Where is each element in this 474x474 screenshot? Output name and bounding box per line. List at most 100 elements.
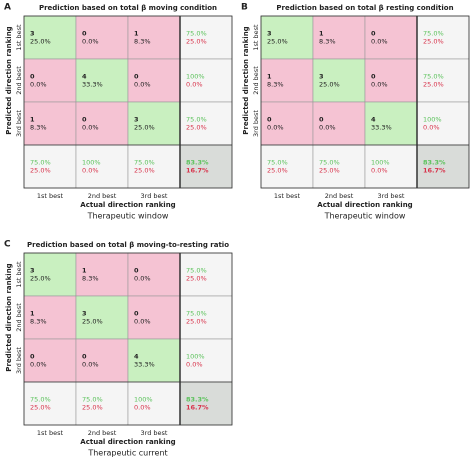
summary-wrong: 25.0% [267,167,288,175]
summary-wrong: 16.7% [186,404,209,412]
x-tick-label: 2nd best [88,429,117,437]
cell-percent: 8.3% [267,81,284,89]
cell-count: 1 [319,30,324,38]
matrix-cell [260,101,314,146]
cell-percent: 25.0% [82,318,103,326]
summary-wrong: 25.0% [186,318,207,326]
matrix-cell [179,338,233,383]
cell-count: 1 [30,310,35,318]
cell-count: 3 [267,30,272,38]
summary-wrong: 25.0% [423,38,444,46]
summary-correct: 83.3% [423,159,446,167]
summary-wrong: 0.0% [186,81,203,89]
matrix-cell [179,15,233,60]
cell-count: 0 [30,73,35,81]
cell-count: 3 [30,267,35,275]
summary-wrong: 25.0% [134,167,155,175]
summary-correct: 100% [134,396,153,404]
summary-wrong: 25.0% [30,167,51,175]
cell-percent: 0.0% [371,38,388,46]
x-tick-label: 1st best [37,192,64,200]
cell-percent: 0.0% [30,361,47,369]
matrix-cell [23,144,77,189]
summary-wrong: 25.0% [186,124,207,132]
summary-wrong: 0.0% [186,361,203,369]
y-tick-label: 1st best [15,261,23,288]
cell-count: 3 [319,73,324,81]
matrix-cell [75,252,129,297]
x-tick-label: 3rd best [141,192,168,200]
cell-percent: 8.3% [82,275,99,283]
x-tick-label: 2nd best [325,192,354,200]
cell-percent: 0.0% [319,124,336,132]
cell-count: 1 [134,30,139,38]
matrix-cell [23,58,77,103]
matrix-cell [127,381,181,426]
panel-caption: Therapeutic current [87,449,167,458]
cell-percent: 33.3% [134,361,155,369]
y-tick-label: 2nd best [252,66,260,95]
summary-wrong: 25.0% [30,404,51,412]
matrix-cell [75,101,129,146]
cell-count: 1 [82,267,87,275]
matrix-cell [75,15,129,60]
y-axis-label: Predicted direction ranking [5,263,13,371]
cell-percent: 33.3% [371,124,392,132]
matrix-cell [364,15,418,60]
summary-wrong: 16.7% [423,167,446,175]
cell-count: 0 [134,310,139,318]
summary-correct: 100% [82,159,101,167]
cell-percent: 8.3% [134,38,151,46]
cell-count: 4 [134,353,139,361]
summary-correct: 75.0% [186,30,207,38]
cell-percent: 0.0% [134,275,151,283]
matrix-cell [416,58,470,103]
cell-percent: 8.3% [30,318,47,326]
matrix-cell [312,101,366,146]
summary-correct: 100% [186,353,205,361]
summary-correct: 100% [186,73,205,81]
summary-wrong: 25.0% [319,167,340,175]
cell-percent: 25.0% [30,38,51,46]
cell-count: 3 [134,116,139,124]
cell-count: 0 [371,73,376,81]
matrix-cell [23,381,77,426]
summary-correct: 75.0% [82,396,103,404]
summary-wrong: 0.0% [82,167,99,175]
cell-count: 0 [371,30,376,38]
y-tick-label: 1st best [252,24,260,51]
summary-correct: 75.0% [186,116,207,124]
cell-percent: 0.0% [267,124,284,132]
summary-correct: 100% [371,159,390,167]
y-axis-label: Predicted direction ranking [242,26,250,134]
cell-count: 0 [319,116,324,124]
cell-count: 0 [134,73,139,81]
matrix-cell [75,58,129,103]
cell-count: 1 [267,73,272,81]
panel-caption: Therapeutic window [87,212,169,221]
summary-correct: 75.0% [423,30,444,38]
cell-percent: 25.0% [267,38,288,46]
matrix-cell [127,338,181,383]
summary-wrong: 16.7% [186,167,209,175]
cell-percent: 0.0% [82,38,99,46]
summary-wrong: 25.0% [423,81,444,89]
cell-count: 0 [82,116,87,124]
summary-correct: 75.0% [30,396,51,404]
summary-correct: 75.0% [186,267,207,275]
cell-percent: 0.0% [134,81,151,89]
panel-title: Prediction based on total β resting cond… [276,4,453,12]
confusion-panel: A Prediction based on total β moving cond… [4,3,233,221]
matrix-cell [179,295,233,340]
y-tick-label: 3rd best [15,347,23,374]
matrix-cell [312,15,366,60]
y-axis-label: Predicted direction ranking [5,26,13,134]
cell-percent: 8.3% [319,38,336,46]
summary-wrong: 25.0% [186,275,207,283]
matrix-border [23,15,233,189]
panel-title: Prediction based on total β moving condi… [39,4,217,12]
summary-correct: 75.0% [134,159,155,167]
cell-percent: 0.0% [82,124,99,132]
cell-percent: 25.0% [319,81,340,89]
